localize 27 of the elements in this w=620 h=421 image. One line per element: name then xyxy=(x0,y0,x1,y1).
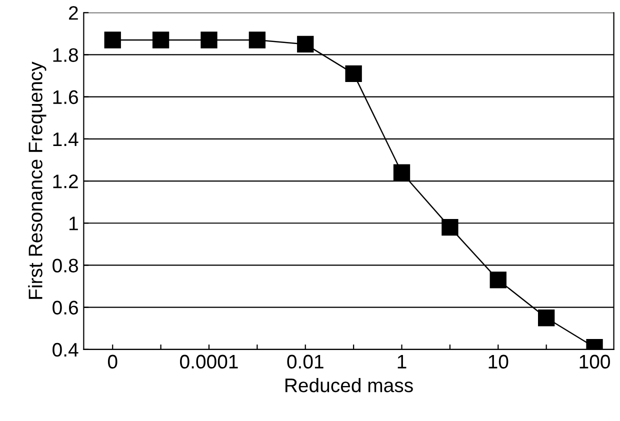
y-tick-label: 1.2 xyxy=(53,174,78,188)
x-tick-label: 0 xyxy=(108,354,118,369)
x-tick-label: 0.0001 xyxy=(180,354,238,369)
x-tick-label: 1 xyxy=(398,355,406,368)
x-tick-label: 10 xyxy=(488,354,508,369)
y-tick-label: 0.6 xyxy=(52,300,78,315)
y-tick-label: 0.4 xyxy=(52,342,78,357)
x-tick-label: 0.01 xyxy=(287,354,324,369)
x-tick-label: 100 xyxy=(580,354,610,369)
point xyxy=(104,32,121,48)
y-tick-label: 1.8 xyxy=(53,48,78,62)
y-tick-label: 1 xyxy=(70,216,78,230)
point xyxy=(200,32,218,48)
y-tick-label: 1.6 xyxy=(53,90,78,104)
y-axis-title: First Resonance Frequency xyxy=(28,62,46,299)
y-tick-label: 0.8 xyxy=(52,258,78,272)
point xyxy=(490,272,506,288)
point xyxy=(345,65,362,82)
y-tick-label: 1.4 xyxy=(53,132,78,146)
y-tick-label: 2 xyxy=(69,6,78,20)
point xyxy=(393,164,410,181)
point xyxy=(538,310,555,326)
point xyxy=(297,36,314,53)
point xyxy=(248,32,266,48)
point xyxy=(442,219,458,236)
x-axis-title: Reduced mass xyxy=(286,378,413,392)
point xyxy=(152,32,170,48)
